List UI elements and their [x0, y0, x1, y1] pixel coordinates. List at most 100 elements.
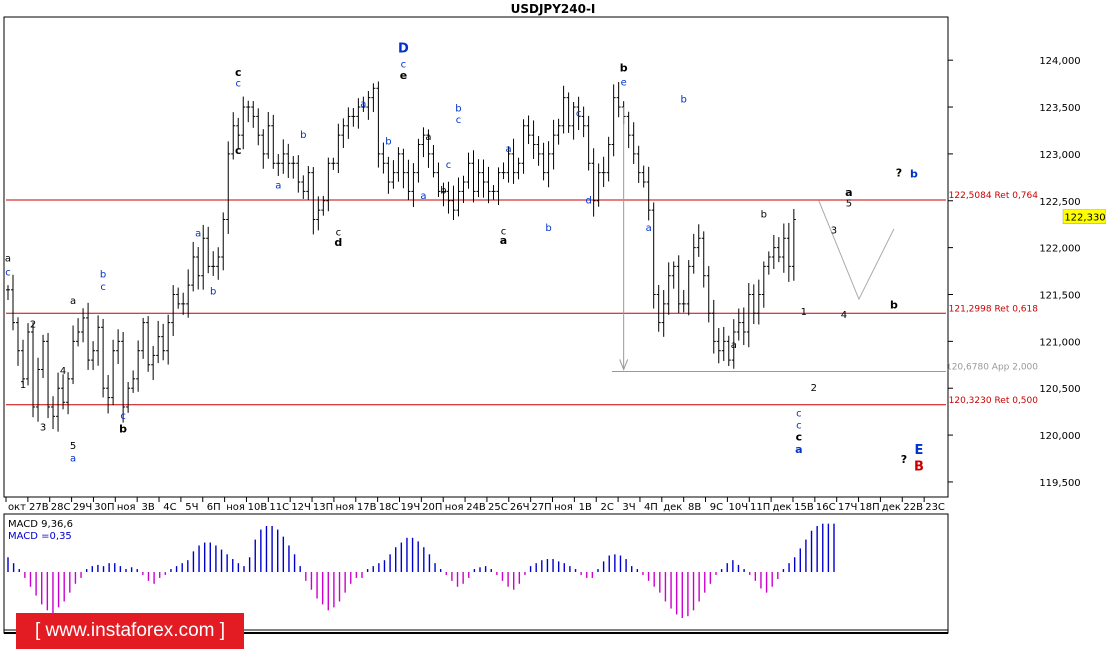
x-tick-label: ноя [445, 502, 464, 513]
x-tick-label: 27В [29, 502, 49, 513]
x-tick-label: 18П [859, 502, 879, 513]
wave-label: 2 [30, 319, 36, 330]
level-label: 120,6780 App 2,000 [946, 363, 1038, 373]
wave-label: c [796, 431, 803, 444]
wave-label: 1 [801, 307, 807, 318]
x-tick-label: 3Ч [622, 502, 635, 513]
wave-label: a [70, 296, 76, 307]
x-tick-label: 20П [422, 502, 442, 513]
wave-label: B [914, 460, 924, 475]
wave-label: c [100, 282, 106, 293]
wave-label: b [545, 223, 551, 234]
x-tick-label: 19Ч [401, 502, 421, 513]
x-tick-label: 10Ч [729, 502, 749, 513]
wave-label: c [235, 144, 242, 157]
x-tick-label: 10В [248, 502, 268, 513]
y-tick-label: 123,500 [1039, 103, 1080, 114]
x-tick-label: дек [772, 502, 791, 513]
wave-label: b [620, 61, 628, 74]
current-price-box [1062, 209, 1106, 224]
y-tick-label: 124,000 [1039, 56, 1080, 67]
wave-label: c [5, 268, 11, 279]
y-tick-label: 121,500 [1039, 290, 1080, 301]
wave-label: a [646, 223, 652, 234]
level-label: 120,3230 Ret 0,500 [949, 396, 1039, 406]
wave-label: c [235, 78, 241, 89]
wave-label: c [446, 160, 452, 171]
wave-label: c [401, 60, 407, 71]
wave-label: 4 [60, 366, 66, 377]
wave-label: b [210, 286, 216, 297]
wave-label: a [795, 443, 802, 456]
wave-label: a [505, 144, 511, 155]
x-tick-label: 26Ч [510, 502, 530, 513]
x-tick-label: 28С [51, 502, 71, 513]
wave-label: b [890, 299, 898, 312]
current-price-label: 122,330 [1064, 213, 1105, 224]
x-tick-label: дек [663, 502, 682, 513]
wave-label: c [576, 108, 582, 119]
wave-label: 4 [841, 310, 847, 321]
wave-label: a [731, 340, 737, 351]
y-tick-label: 122,500 [1039, 197, 1080, 208]
x-tick-label: 18С [379, 502, 399, 513]
x-tick-label: 3В [141, 502, 154, 513]
wave-label: c [456, 115, 462, 126]
x-tick-label: 12Ч [291, 502, 311, 513]
wave-label: D [398, 42, 409, 57]
x-tick-label: 24В [466, 502, 486, 513]
wave-label: a [420, 191, 426, 202]
wave-label: 2 [811, 383, 817, 394]
wave-label: b [910, 167, 918, 180]
wave-label: 5 [846, 198, 852, 209]
wave-label: e [400, 69, 407, 82]
target-arrow-head [619, 359, 629, 371]
y-tick-label: 119,500 [1039, 478, 1080, 489]
wave-label: c [796, 408, 802, 419]
wave-label: d [585, 196, 591, 207]
wave-label: c [336, 227, 342, 238]
wave-label: a [845, 186, 852, 199]
x-tick-label: дек [882, 502, 901, 513]
x-tick-label: 9С [710, 502, 723, 513]
wave-label: a [195, 228, 201, 239]
y-tick-label: 120,000 [1039, 431, 1080, 442]
wave-label: c [501, 227, 507, 238]
x-tick-label: 22В [903, 502, 923, 513]
x-tick-label: 1В [579, 502, 592, 513]
y-tick-label: 122,000 [1039, 244, 1080, 255]
wave-label: a [275, 181, 281, 192]
x-tick-label: 30П [94, 502, 114, 513]
x-tick-label: 2С [600, 502, 613, 513]
x-tick-label: 17Ч [838, 502, 858, 513]
instaforex-watermark: [ www.instaforex.com ] [16, 613, 244, 649]
y-tick-label: 120,500 [1039, 384, 1080, 395]
level-label: 122,5084 Ret 0,764 [949, 191, 1039, 201]
x-tick-label: ноя [117, 502, 136, 513]
x-tick-label: окт [8, 502, 26, 513]
wave-label: a [500, 234, 507, 247]
wave-label: 3 [831, 226, 837, 237]
x-tick-label: 13П [313, 502, 333, 513]
wave-label: 1 [20, 380, 26, 391]
wave-label: b [761, 210, 767, 221]
wave-label: b [440, 185, 446, 196]
wave-label: e [621, 77, 627, 88]
x-tick-label: ноя [226, 502, 245, 513]
x-tick-label: ноя [554, 502, 573, 513]
x-tick-label: 4С [163, 502, 176, 513]
x-tick-label: 23С [925, 502, 945, 513]
wave-label: c [120, 411, 126, 422]
x-tick-label: 25С [488, 502, 508, 513]
x-tick-label: 27П [531, 502, 551, 513]
wave-label: b [455, 104, 461, 115]
projection-path [818, 200, 895, 301]
y-tick-label: 123,000 [1039, 150, 1080, 161]
wave-label: c [796, 421, 802, 432]
level-label: 121,2998 Ret 0,618 [949, 304, 1039, 314]
x-tick-label: 11П [750, 502, 770, 513]
wave-label: b [100, 270, 106, 281]
x-tick-label: 15В [794, 502, 814, 513]
macd-value-label: MACD =0,35 [8, 531, 72, 542]
wave-label: b [385, 137, 391, 148]
